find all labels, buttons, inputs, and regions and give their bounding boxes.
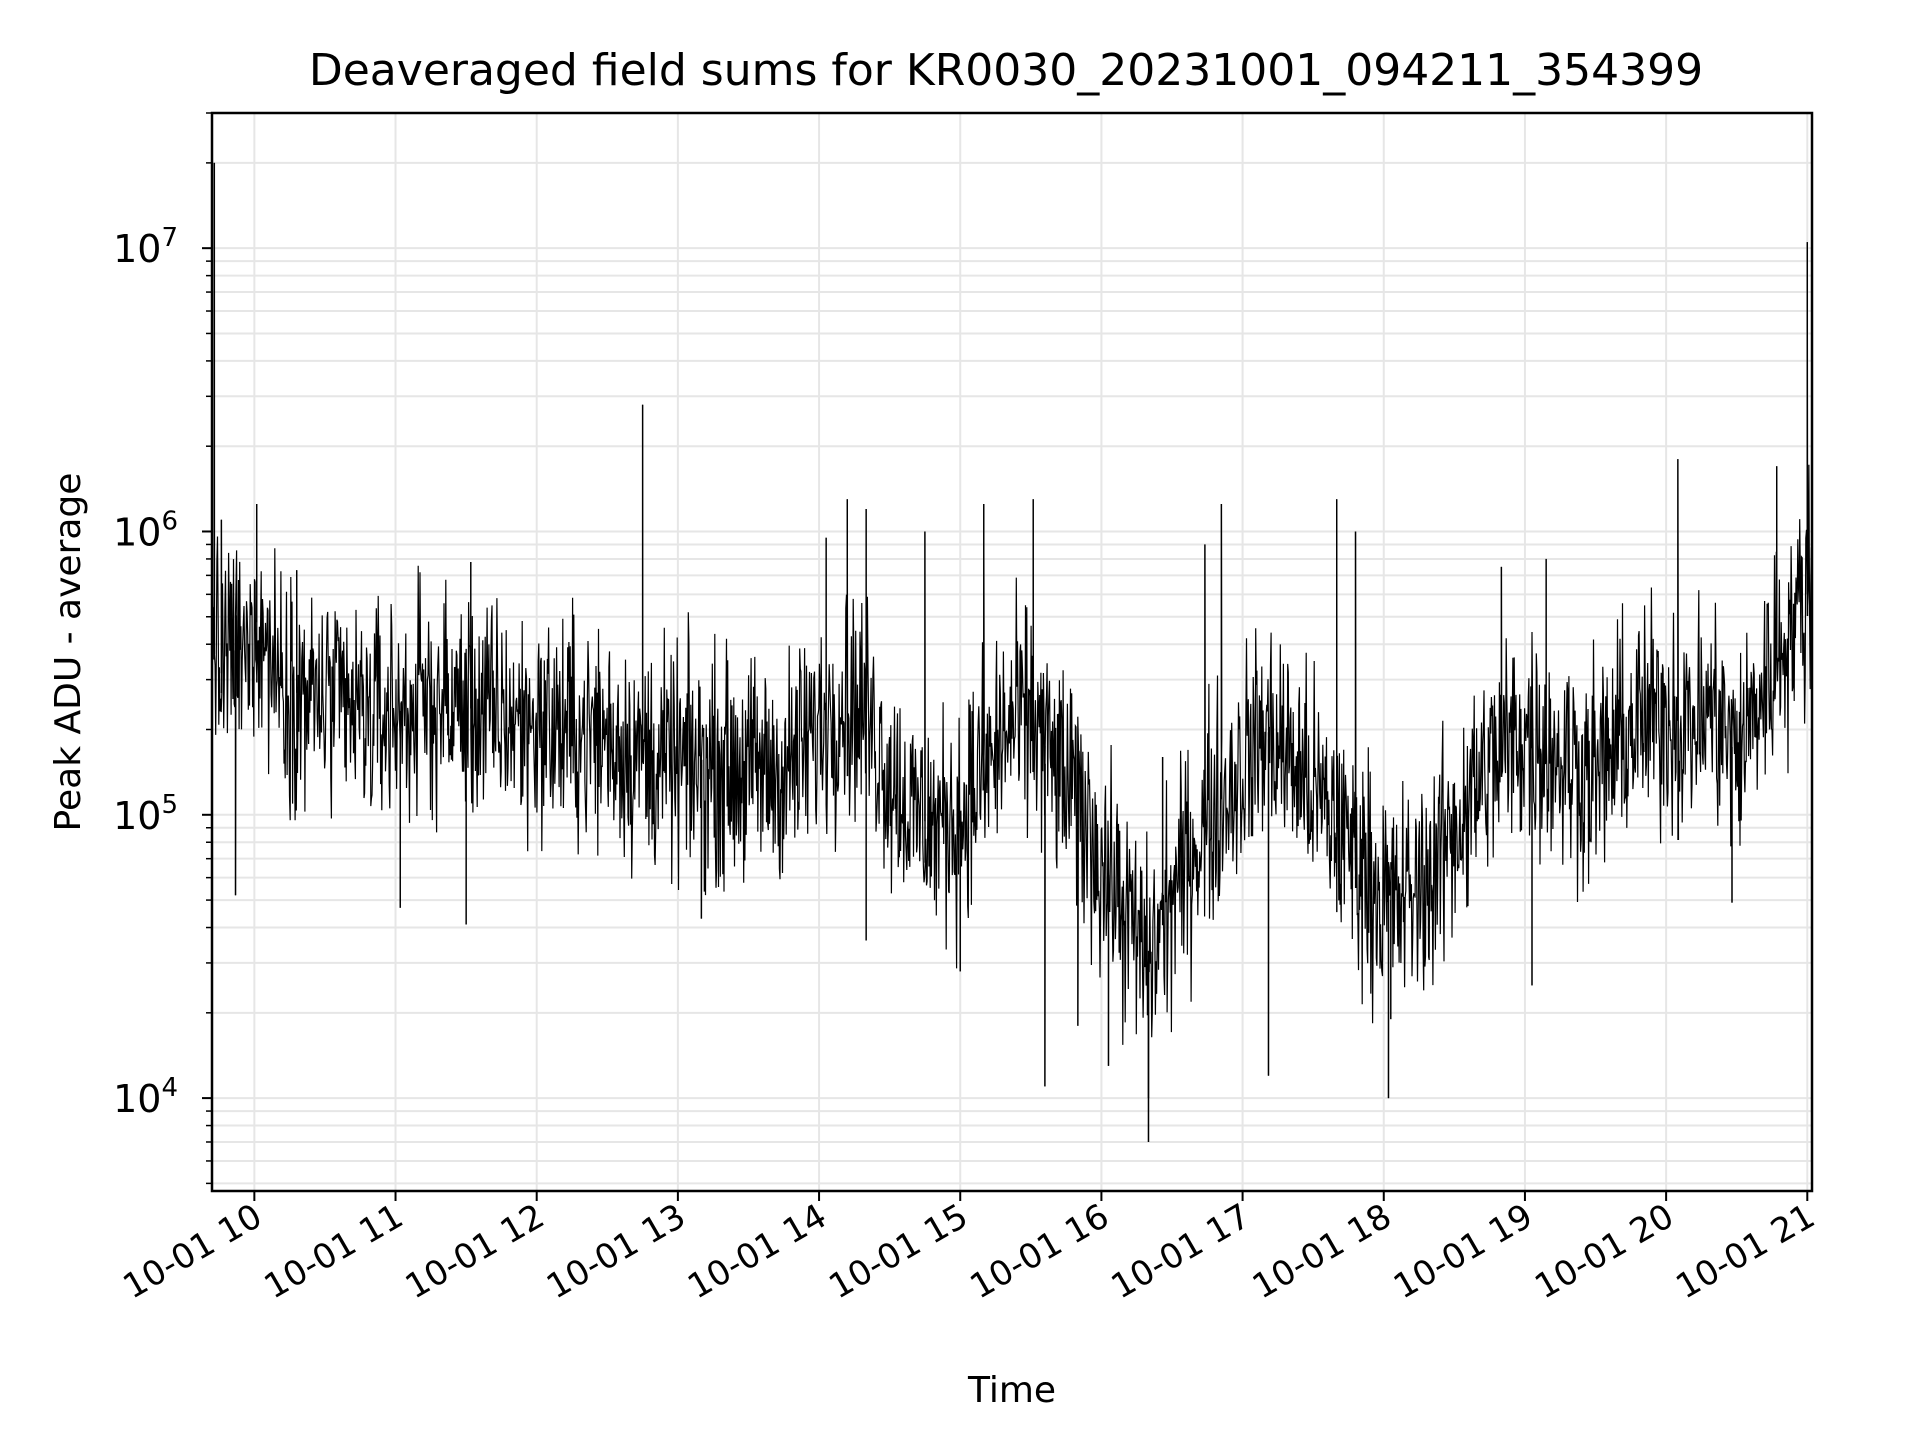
y-tick-label: 106 (113, 506, 178, 554)
y-tick-label: 104 (113, 1073, 178, 1121)
x-axis-label: Time (967, 1370, 1056, 1411)
plot-frame (210, 111, 1814, 1193)
y-tick-label-base: 10 (113, 794, 161, 838)
y-axis-label: Peak ADU - average (48, 473, 89, 832)
data-series (211, 162, 1813, 1142)
y-tick-label-base: 10 (113, 1077, 161, 1121)
y-tick-label-base: 10 (113, 510, 161, 554)
y-tick-label: 105 (113, 790, 178, 838)
grid (212, 112, 1812, 1191)
series-line (211, 162, 1813, 1142)
y-tick-label-exponent: 7 (161, 223, 178, 253)
y-tick-label: 107 (113, 223, 178, 271)
y-tick-label-exponent: 6 (161, 506, 178, 536)
y-tick-label-exponent: 4 (161, 1073, 178, 1103)
chart-title: Deaveraged field sums for KR0030_2023100… (309, 45, 1703, 96)
y-tick-label-base: 10 (113, 227, 161, 271)
y-tick-label-exponent: 5 (161, 790, 178, 820)
